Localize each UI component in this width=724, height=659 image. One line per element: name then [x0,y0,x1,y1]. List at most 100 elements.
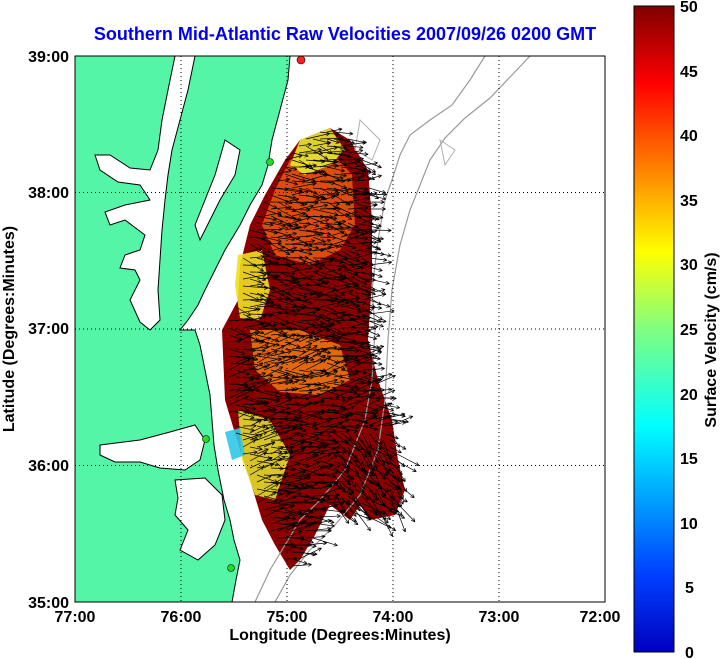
velocity-arrow [326,450,347,455]
velocity-arrow [354,246,372,252]
velocity-arrow [354,331,369,337]
velocity-arrow [291,216,311,224]
velocity-arrow [319,301,341,308]
velocity-arrow [298,524,312,532]
velocity-arrow [298,391,313,399]
velocity-arrow [312,519,332,525]
velocity-arrow [228,387,252,399]
velocity-arrow [305,349,320,357]
velocity-arrow [291,225,308,231]
velocity-arrow [354,161,378,168]
x-axis-label: Longitude (Degrees:Minutes) [229,627,450,644]
velocity-arrow [375,372,393,378]
velocity-arrow [361,327,381,337]
velocity-arrow [235,411,255,419]
x-tick-labels: 77:00 76:00 75:00 74:00 73:00 72:00 [55,609,621,626]
velocity-arrow [312,446,336,455]
bathymetry-contour-2 [274,56,531,602]
velocity-arrow [277,263,292,268]
velocity-arrow [340,393,361,406]
velocity-arrow [263,408,285,420]
velocity-arrow [333,300,354,308]
colorbar-tick-label: 15 [680,451,698,468]
velocity-arrow [312,472,327,477]
velocity-arrow [319,244,340,252]
velocity-arrow [375,419,398,427]
velocity-arrow [326,166,345,173]
velocity-arrow [298,547,322,560]
velocity-arrow [305,461,320,469]
velocity-arrow [312,387,336,399]
station-marker-green [266,158,274,166]
velocity-arrow [305,229,332,236]
velocity-arrow [256,401,270,406]
velocity-arrow [354,203,377,210]
grid-lines [75,56,605,602]
velocity-arrow [340,302,357,308]
velocity-arrow [312,238,332,245]
velocity-arrow [368,398,381,406]
velocity-arrow [291,375,310,385]
velocity-arrow [340,289,354,294]
velocity-arrow [375,404,395,412]
y-tick-label: 39:00 [28,49,69,66]
velocity-arrow [340,405,355,413]
velocity-arrow [368,350,383,357]
velocity-arrow [284,197,300,203]
colorbar-tick-labels: 50 45 40 35 30 25 20 15 10 5 0 [680,0,698,659]
colorbar-tick-label: 30 [680,257,698,274]
albemarle-sound [99,424,206,471]
velocity-arrow [333,250,349,260]
velocity-arrow [305,444,327,450]
velocity-arrow [312,528,332,533]
velocity-arrow [284,424,303,434]
velocity-arrow [326,370,338,378]
velocity-arrow [368,215,384,220]
velocity-arrow [389,488,396,502]
velocity-arrow [312,419,331,427]
velocity-arrow [326,127,343,133]
velocity-arrow [340,140,367,147]
velocity-arrow [298,369,314,375]
velocity-arrow [347,474,356,488]
velocity-arrow [361,502,386,515]
velocity-arrow [277,299,297,307]
colorbar-tick-label: 35 [680,193,698,210]
velocity-arrow [249,322,271,336]
velocity-arrow [284,556,298,561]
velocity-arrow [291,211,306,217]
velocity-arrow [256,323,278,329]
velocity-arrow [284,432,300,441]
velocity-arrow [249,424,267,434]
velocity-arrow [333,145,350,152]
velocity-arrow [340,138,355,145]
velocity-arrow [291,476,311,483]
velocity-arrow [284,246,298,252]
bathymetry-contour-1 [254,56,486,602]
velocity-arrow [270,404,291,410]
velocity-arrow [298,352,322,364]
velocity-arrow [277,523,295,532]
velocity-arrow [263,250,276,256]
velocity-arrow [347,176,361,182]
velocity-arrow [249,247,263,252]
velocity-arrow [291,441,304,448]
velocity-arrow [235,369,250,376]
velocity-arrow [326,454,338,462]
velocity-arrow [354,240,378,245]
velocity-arrow [270,516,290,525]
velocity-arrow [375,460,392,472]
velocity-arrow [368,361,383,366]
velocity-arrow [263,328,279,336]
station-marker-green [202,435,210,443]
velocity-arrow [347,362,362,371]
velocity-arrow [340,376,364,384]
velocity-arrow [326,509,344,514]
velocity-arrow [270,349,292,357]
velocity-arrow [291,239,316,245]
velocity-arrow [242,348,266,353]
velocity-arrow [291,292,308,299]
velocity-arrow [312,385,331,392]
velocity-arrow [326,362,346,371]
